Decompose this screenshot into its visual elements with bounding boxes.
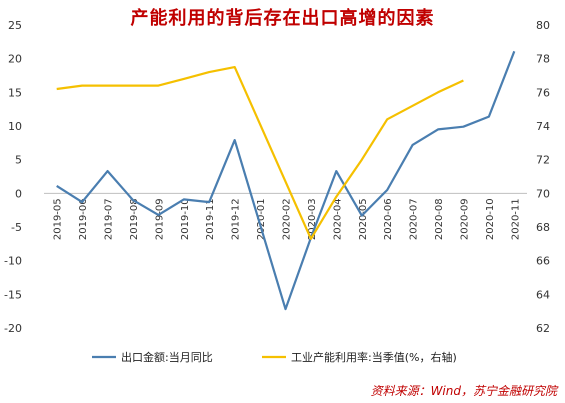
right-tick-label: 70	[536, 187, 550, 200]
left-tick-label: -10	[4, 255, 22, 268]
right-tick-label: 76	[536, 86, 550, 99]
right-tick-label: 66	[536, 255, 550, 268]
left-tick-label: 25	[8, 19, 22, 32]
x-tick-label: 2020-07	[409, 198, 420, 240]
right-tick-label: 80	[536, 19, 550, 32]
x-tick-label: 2020-06	[383, 198, 394, 240]
legend: 出口金额:当月同比 工业产能利用率:当季值(%，右轴)	[92, 350, 457, 364]
x-tick-label: 2020-11	[510, 198, 521, 240]
x-tick-label: 2020-09	[459, 198, 470, 240]
left-tick-label: 10	[8, 120, 22, 133]
x-tick-label: 2020-08	[434, 198, 445, 240]
right-tick-label: 68	[536, 221, 550, 234]
series-line-1	[56, 50, 516, 311]
x-tick-label: 2020-02	[282, 198, 293, 240]
right-axis-ticks: 62 64 66 68 70 72 74 76 78 80	[536, 19, 550, 335]
x-tick-label: 2019-07	[104, 198, 115, 240]
x-axis-ticks: 2019-05 2019-06 2019-07 2019-08 2019-09 2019-…	[53, 198, 522, 240]
x-tick-label: 2019-05	[53, 198, 64, 240]
x-tick-label: 2019-11	[205, 198, 216, 240]
x-tick-label: 2020-04	[332, 198, 343, 240]
x-tick-label: 2020-01	[256, 198, 267, 240]
x-tick-label: 2020-03	[307, 198, 318, 240]
left-tick-label: 15	[8, 86, 22, 99]
x-tick-label: 2019-06	[78, 198, 89, 240]
right-tick-label: 72	[536, 154, 550, 167]
left-axis-ticks: -20 -15 -10 -5 0 5 10 15 20 25	[4, 19, 22, 335]
left-tick-label: 20	[8, 53, 22, 66]
chart-title: 产能利用的背后存在出口高增的因素	[130, 8, 435, 29]
right-tick-label: 74	[536, 120, 550, 133]
series-line-2	[56, 66, 464, 240]
legend-label: 工业产能利用率:当季值(%，右轴)	[291, 350, 457, 364]
left-tick-label: -20	[4, 322, 22, 335]
right-tick-label: 62	[536, 322, 550, 335]
source-note: 资料来源：Wind，苏宁金融研究院	[370, 384, 557, 398]
legend-label: 出口金额:当月同比	[121, 350, 213, 364]
left-tick-label: 0	[15, 187, 22, 200]
x-tick-label: 2019-10	[180, 198, 191, 240]
x-tick-label: 2020-05	[358, 198, 369, 240]
left-tick-label: -5	[11, 221, 22, 234]
series-lines	[56, 50, 516, 311]
x-tick-label: 2019-12	[231, 198, 242, 240]
right-tick-label: 78	[536, 53, 550, 66]
left-tick-label: -15	[4, 288, 22, 301]
x-tick-label: 2019-08	[129, 198, 140, 240]
x-tick-label: 2020-10	[485, 198, 496, 240]
right-tick-label: 64	[536, 288, 550, 301]
x-tick-label: 2019-09	[154, 198, 165, 240]
left-tick-label: 5	[15, 154, 22, 167]
